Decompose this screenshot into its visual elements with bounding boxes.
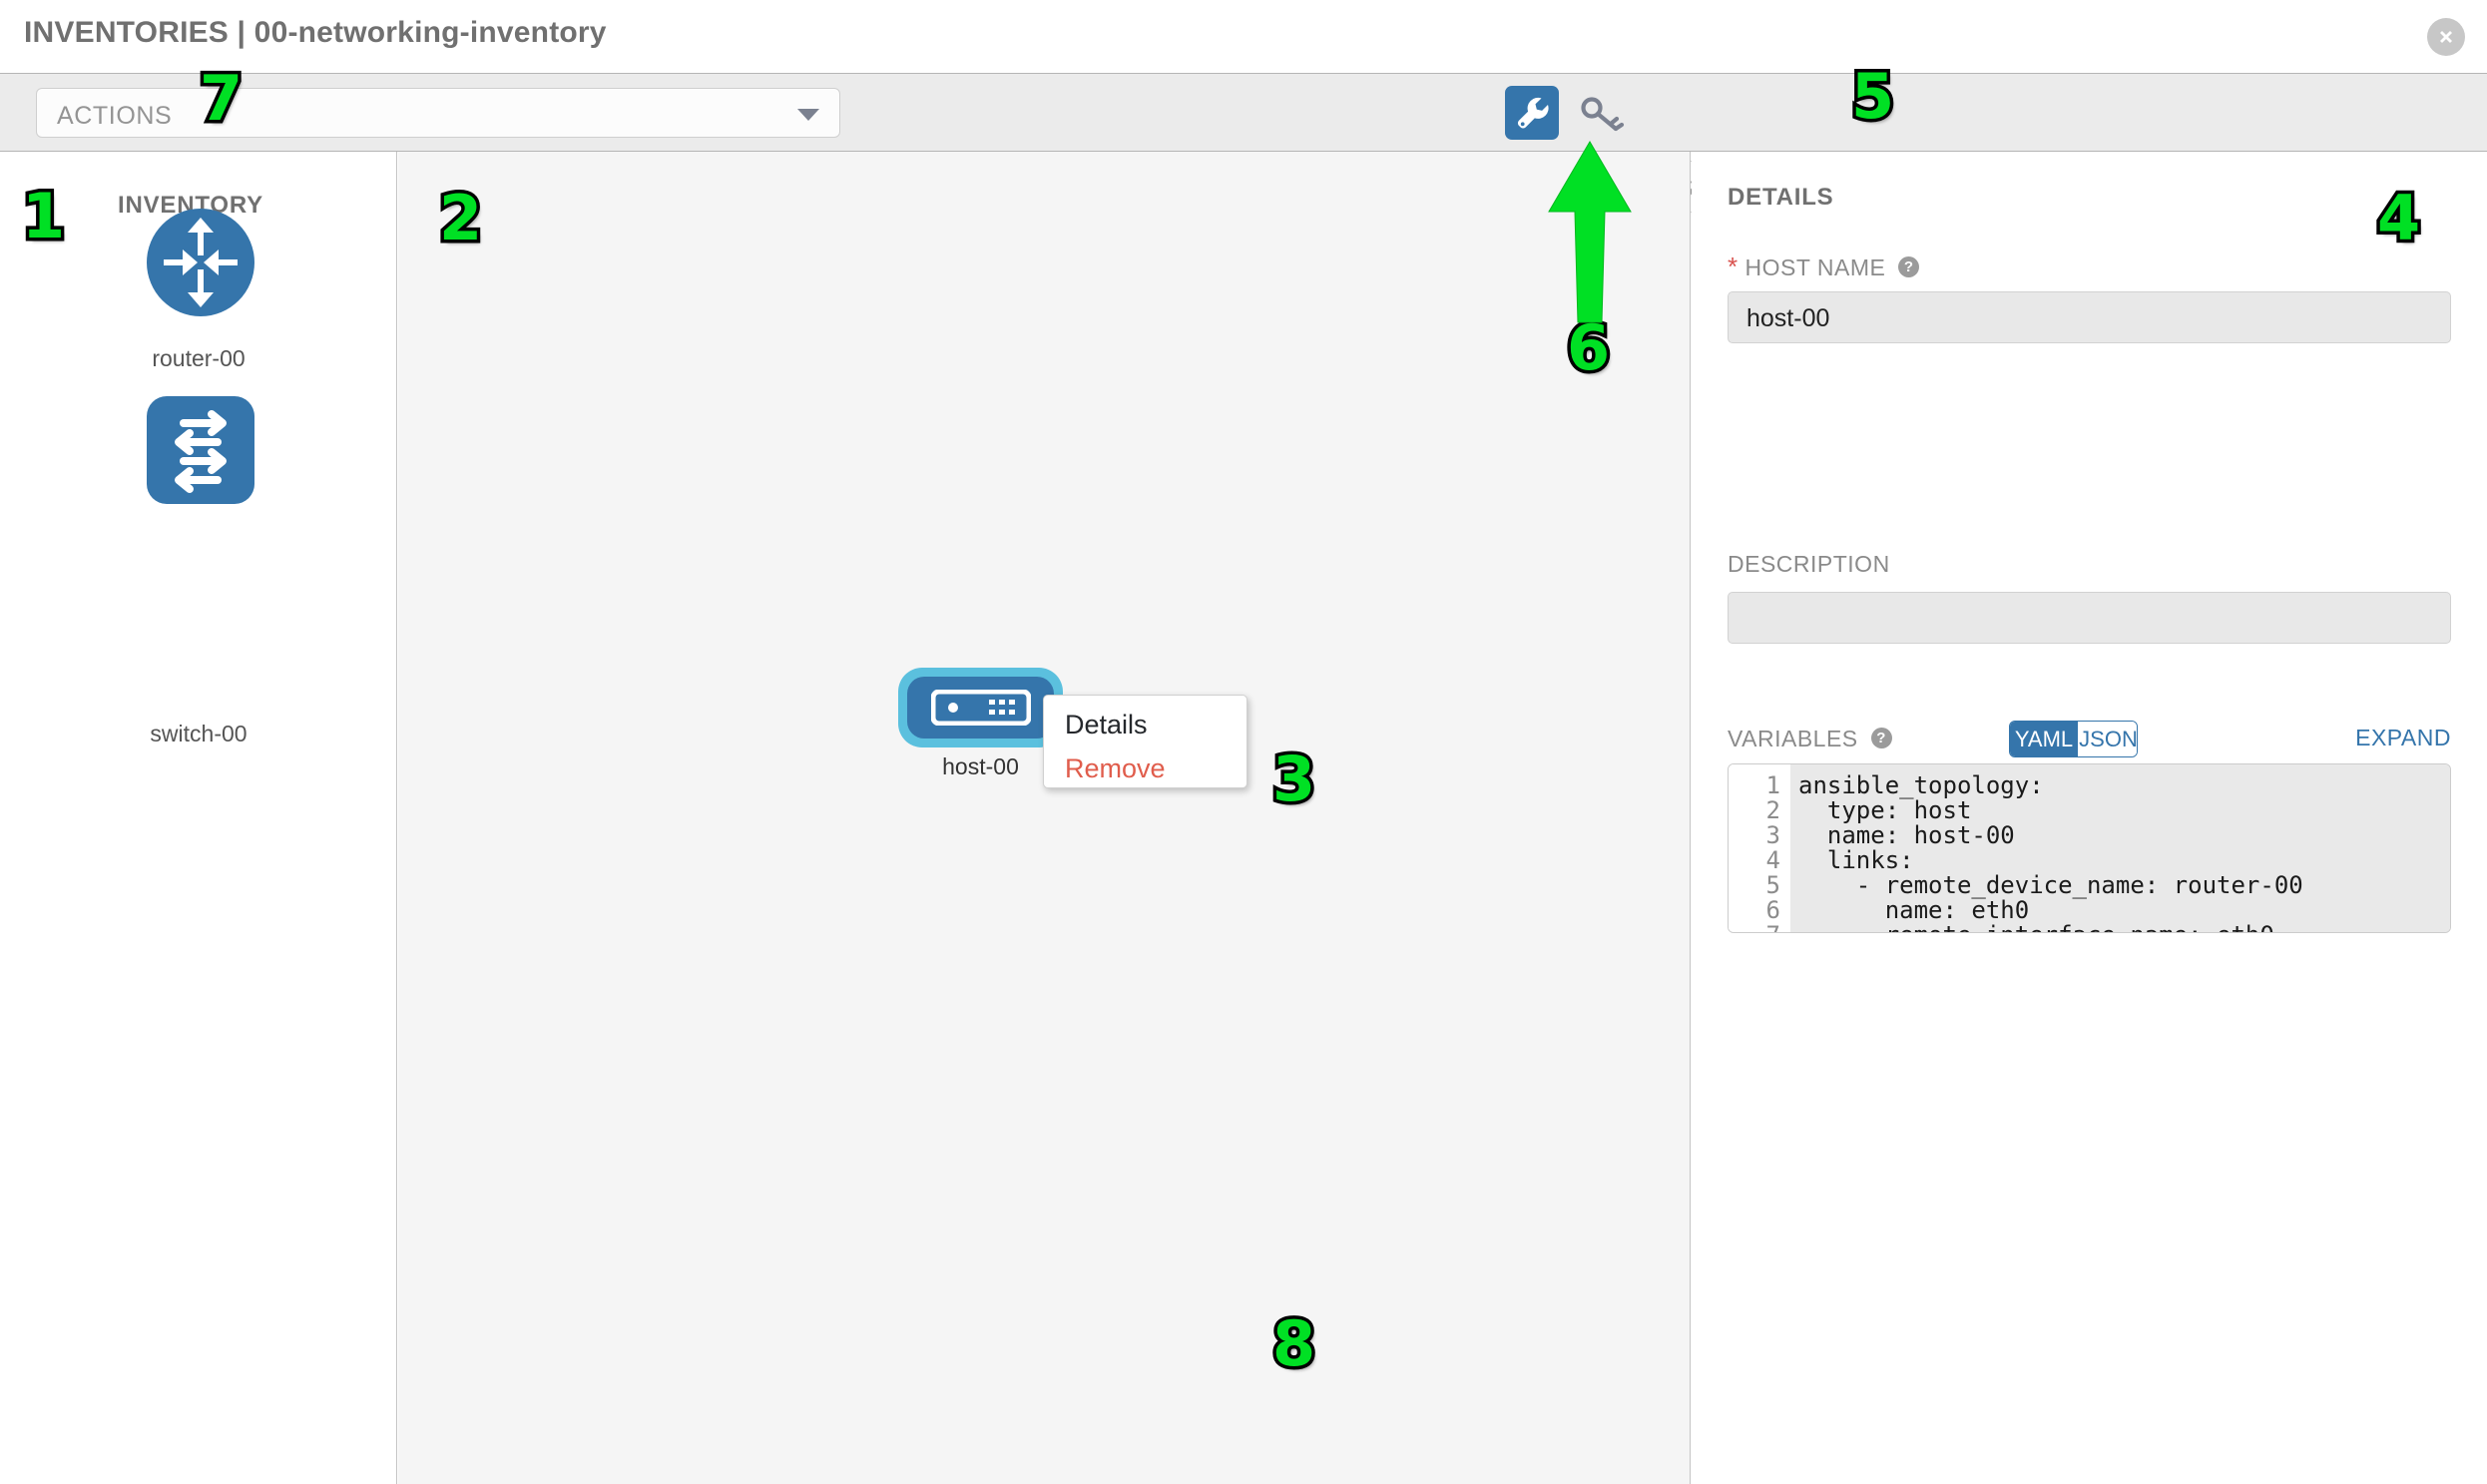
code-line-number: 4 xyxy=(1765,846,1780,874)
topology-canvas[interactable]: host-00 Details Remove 120% xyxy=(398,152,2084,1484)
actions-dropdown[interactable]: ACTIONS xyxy=(36,88,840,138)
variables-code-editor[interactable]: 1 ansible_topology: 2 type: host 3 name: ho… xyxy=(1728,763,2451,933)
code-area xyxy=(1790,764,2450,932)
format-yaml-button[interactable]: YAML xyxy=(2010,722,2078,756)
node-context-menu[interactable]: Details Remove xyxy=(1043,695,1247,788)
actions-dropdown-label: ACTIONS xyxy=(57,102,173,130)
code-line-text: remote_interface_name: eth0 xyxy=(1798,921,2274,932)
code-line: 1 ansible_topology: xyxy=(1729,771,2450,799)
close-icon[interactable] xyxy=(2427,18,2465,56)
variables-format-toggle[interactable]: YAML JSON xyxy=(2009,721,2138,757)
code-line: 2 type: host xyxy=(1729,796,2450,824)
code-line-number: 6 xyxy=(1765,896,1780,924)
code-line-number: 2 xyxy=(1765,796,1780,824)
host-name-value: host-00 xyxy=(1746,304,1830,332)
code-line: 7 remote_interface_name: eth0 xyxy=(1729,921,2450,932)
code-line-number: 3 xyxy=(1765,821,1780,849)
topology-node-host[interactable]: host-00 xyxy=(898,668,1063,779)
context-menu-remove[interactable]: Remove xyxy=(1065,753,1166,783)
code-line-number: 1 xyxy=(1765,771,1780,799)
key-icon[interactable] xyxy=(1575,88,1627,140)
code-line: 3 name: host-00 xyxy=(1729,821,2450,849)
variables-label: VARIABLES ? xyxy=(1728,726,1892,752)
server-icon xyxy=(930,689,1032,731)
code-line-text: name: eth0 xyxy=(1798,896,2030,924)
annotation-marker-2: 2 xyxy=(435,179,485,258)
host-name-label: * HOST NAME ? xyxy=(1728,251,1920,282)
code-line-text: - remote_device_name: router-00 xyxy=(1798,871,2303,899)
annotation-marker-4: 4 xyxy=(2373,179,2423,258)
node-label: host-00 xyxy=(942,753,1019,779)
details-panel: DETAILS * HOST NAME ? host-00 DESCRIPTIO… xyxy=(1692,152,2487,1484)
code-line-text: ansible_topology: xyxy=(1798,771,2044,799)
code-line-number: 5 xyxy=(1765,871,1780,899)
code-line-text: type: host xyxy=(1798,796,1972,824)
inventory-panel: INVENTORY router-00 xyxy=(0,152,397,1484)
code-line: 4 links: xyxy=(1729,846,2450,874)
switch-icon xyxy=(126,375,275,525)
toolbar: ACTIONS SEARCH xyxy=(0,73,2487,213)
wrench-icon[interactable] xyxy=(1505,86,1559,140)
help-icon[interactable]: ? xyxy=(1898,256,1920,278)
required-asterisk: * xyxy=(1728,251,1739,281)
context-menu-details[interactable]: Details xyxy=(1065,710,1148,740)
host-name-field[interactable]: host-00 xyxy=(1728,291,2451,343)
format-json-button[interactable]: JSON xyxy=(2078,722,2137,756)
code-line-text: name: host-00 xyxy=(1798,821,2015,849)
code-line-text: links: xyxy=(1798,846,1914,874)
code-line: 6 name: eth0 xyxy=(1729,896,2450,924)
inventory-item-label: router-00 xyxy=(152,345,246,371)
router-icon xyxy=(126,188,275,337)
annotation-marker-1: 1 xyxy=(18,177,68,256)
host-name-label-text: HOST NAME xyxy=(1744,254,1886,280)
expand-link[interactable]: EXPAND xyxy=(2355,725,2451,750)
breadcrumb: INVENTORIES | 00-networking-inventory xyxy=(24,16,607,49)
title-bar: INVENTORIES | 00-networking-inventory xyxy=(0,0,2487,73)
code-gutter xyxy=(1729,764,1790,932)
description-field[interactable] xyxy=(1728,592,2451,644)
code-line-number: 7 xyxy=(1729,921,1780,932)
annotation-marker-5: 5 xyxy=(1847,57,1897,137)
chevron-down-icon xyxy=(797,109,819,121)
annotation-marker-3: 3 xyxy=(1268,740,1318,819)
help-icon[interactable]: ? xyxy=(1870,728,1892,749)
annotation-marker-8: 8 xyxy=(1268,1304,1318,1384)
annotation-arrow-up xyxy=(1545,140,1635,329)
variables-label-text: VARIABLES xyxy=(1728,726,1858,751)
annotation-marker-7: 7 xyxy=(196,59,246,139)
inventory-item-label: switch-00 xyxy=(150,721,248,746)
details-panel-title: DETAILS xyxy=(1728,184,1834,211)
code-line: 5 - remote_device_name: router-00 xyxy=(1729,871,2450,899)
description-label: DESCRIPTION xyxy=(1728,551,1890,577)
